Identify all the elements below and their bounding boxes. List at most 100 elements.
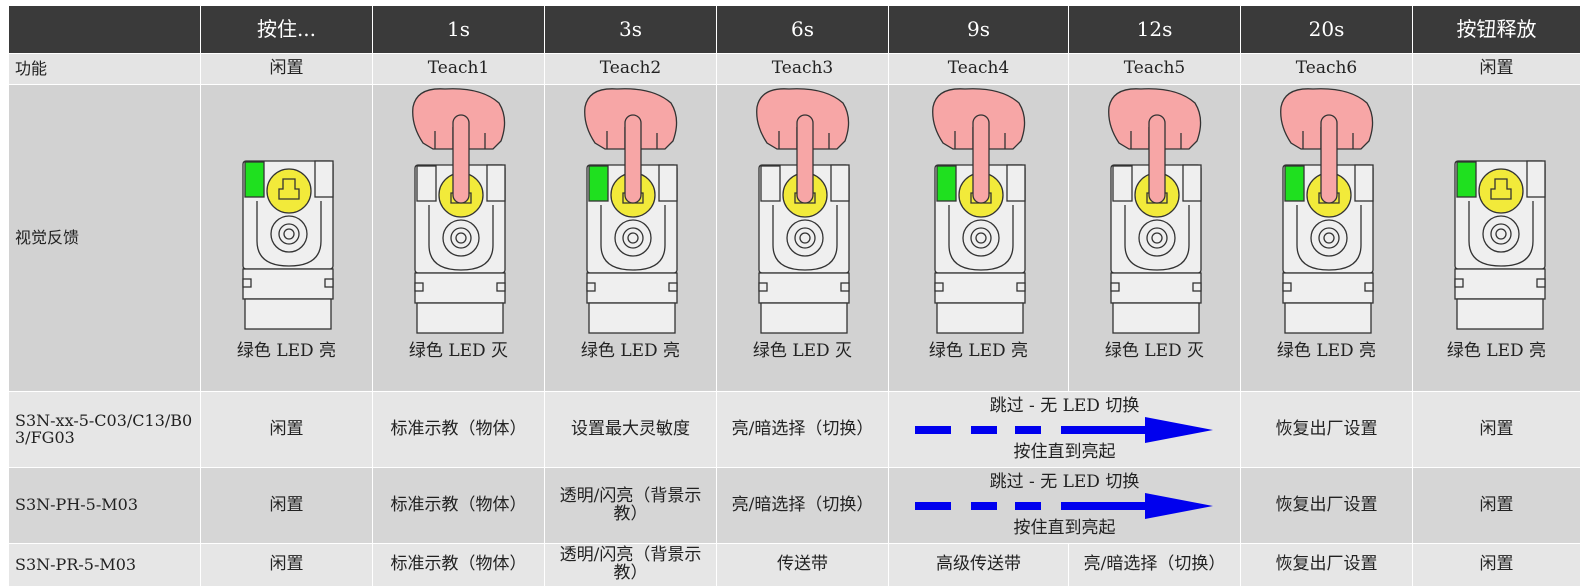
sensor-tab [1354,164,1374,202]
lens [270,215,308,253]
product-cell: 标准示教（物体） [372,391,545,468]
function-cell: 闲置 [1412,53,1581,85]
button [266,168,312,214]
sensor-outline [772,205,838,271]
sensor [932,88,1026,334]
visual-cell: 绿色 LED 亮 [1240,84,1413,392]
clip [324,278,334,288]
sensor-base [934,272,1026,304]
lens [1482,215,1520,253]
visual-caption: 绿色 LED 亮 [1276,341,1377,361]
product-cell: 闲置 [200,543,373,587]
row-label: S3N-PR-5-M03 [8,543,201,587]
lens-ring [1318,227,1340,249]
product-row: S3N-xx-5-C03/C13/B03/FG03 闲置 标准示教（物体） 设置最大灵… [8,391,1581,468]
arrow-dash [1014,501,1041,510]
clip [1110,282,1120,292]
clip [1016,282,1026,292]
product-cell: 恢复出厂设置 [1240,391,1413,468]
lens-ring [622,227,644,249]
lens-core [1323,232,1335,244]
sensor-illustration [932,88,1026,334]
product-cell: 亮/暗选择（切换） [1068,543,1241,587]
product-row: S3N-PH-5-M03 闲置 标准示教（物体） 透明/闪亮（背景示教） 亮/暗选择（切… [8,467,1581,544]
led [1112,165,1133,202]
led [416,165,437,202]
lens-core [975,232,987,244]
lens-core [627,232,639,244]
sensor-tab [1526,160,1546,198]
sensor-outline [1468,201,1534,267]
product-cell: 亮/暗选择（切换） [716,391,889,468]
arrow-dash [1060,501,1163,510]
sensor-foot [760,302,848,334]
product-cell: 标准示教（物体） [372,467,545,544]
sensor-illustration [756,88,850,334]
lens-core [283,228,295,240]
arrow-dash [914,501,951,510]
visual-cell: 绿色 LED 灭 [716,84,889,392]
merged-top-text: 跳过 - 无 LED 切换 [989,395,1140,416]
sensor-illustration [1280,88,1374,334]
button [1478,168,1524,214]
led [936,165,957,202]
lens-core [1495,228,1507,240]
lens-ring [1490,223,1512,245]
clip [496,282,506,292]
sensor [412,88,506,334]
header-cell [8,5,201,54]
sensor-base [1454,268,1546,300]
function-cell: Teach5 [1068,53,1241,85]
finger [796,114,814,204]
header-cell: 1s [372,5,545,54]
product-cell: 恢复出厂设置 [1240,467,1413,544]
lens [962,219,1000,257]
merged-top-text: 跳过 - 无 LED 切换 [989,471,1140,492]
visual-cell: 绿色 LED 亮 [1412,84,1581,392]
arrow [914,416,1213,443]
visual-cell: 绿色 LED 亮 [544,84,717,392]
led [1456,161,1477,198]
clip [1454,278,1464,288]
finger [1148,114,1166,204]
finger [452,114,470,204]
sensor-base [1110,272,1202,304]
button-icon [1490,178,1512,200]
sensor-base [242,268,334,300]
sensor-tab [486,164,506,202]
sensor-outline [428,205,494,271]
sensor-outline [1296,205,1362,271]
merged-bottom-text: 按住直到亮起 [1013,517,1116,538]
row-label: S3N-xx-5-C03/C13/B03/FG03 [8,391,201,468]
sensor-outline [948,205,1014,271]
visual-caption: 绿色 LED 灭 [1104,341,1205,361]
function-cell: 闲置 [200,53,373,85]
product-cell: 透明/闪亮（背景示教） [544,543,717,587]
sensor-foot [588,302,676,334]
led [244,161,265,198]
product-cell: 闲置 [200,467,373,544]
sensor-outline [1124,205,1190,271]
sensor [1108,88,1202,334]
product-cell: 透明/闪亮（背景示教） [544,467,717,544]
teach-table: 按住... 1s 3s 6s 9s 12s 20s 按钮释放 功能 闲置 Teach1 Teach2 T… [8,5,1581,587]
finger [972,114,990,204]
arrow-dash [914,425,951,434]
header-cell: 9s [888,5,1069,54]
sensor [1454,160,1546,330]
header-cell: 20s [1240,5,1413,54]
header-cell: 12s [1068,5,1241,54]
sensor-illustration [1454,160,1546,330]
arrow-dash [1014,425,1041,434]
sensor [1280,88,1374,334]
sensor-outline [600,205,666,271]
sensor-tab [830,164,850,202]
clip [668,282,678,292]
product-cell: 恢复出厂设置 [1240,543,1413,587]
product-cell: 设置最大灵敏度 [544,391,717,468]
lens [786,219,824,257]
sensor-foot [1456,298,1544,330]
clip [840,282,850,292]
function-cell: Teach3 [716,53,889,85]
lens-ring [1146,227,1168,249]
